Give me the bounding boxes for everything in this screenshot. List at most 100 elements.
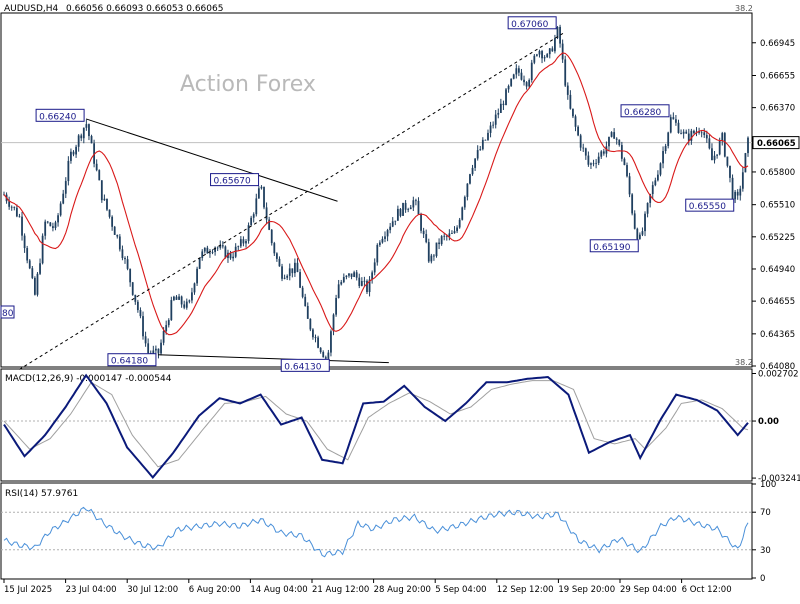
time-axis-label: 6 Aug 20:00 [189,585,241,595]
candle-body [203,247,206,252]
candle-body [185,301,188,308]
candle-body [561,43,564,60]
trendline-0 [85,118,338,202]
candle-body [88,124,90,137]
candle-body [744,153,747,173]
candle-body [72,151,75,155]
current-price-tag [752,136,800,150]
candle-body [608,136,610,147]
candle-body [108,209,111,217]
macd-axis-label: 0.00 [758,417,779,427]
candle-body [332,314,335,332]
candle-body [507,85,510,90]
candle-body [741,172,744,189]
candle-body [121,249,124,258]
candle-body [445,235,448,237]
price-annotation-text: 0.65550 [689,202,726,212]
candle-body [747,137,749,154]
candle-body [499,103,502,113]
candle-body [28,260,31,269]
candle-body [221,245,224,247]
candle-body [466,183,469,197]
candle-body [131,282,134,295]
candle-body [18,216,21,218]
candle-body [716,154,719,156]
left-edge-annotation: 80 [0,305,15,319]
candle-body [415,200,417,202]
macd-panel [0,368,753,482]
candle-body [322,352,325,358]
candle-body [283,277,286,279]
candle-body [675,119,677,123]
candle-body [206,247,209,254]
candle-body [399,208,402,216]
candle-body [682,131,685,134]
price-axis-label: 0.64080 [760,362,795,372]
price-axis-label: 0.65225 [760,233,795,243]
candle-body [312,329,314,338]
candle-body [729,165,731,178]
candle-body [301,287,304,297]
candle-body [505,89,507,106]
candle-body [592,163,595,165]
candle-body [453,231,456,234]
time-axis-label: 5 Sep 04:00 [435,585,486,595]
candle-body [275,253,278,259]
price-annotation-text: 0.65190 [593,243,630,253]
candle-body [739,188,742,196]
candle-body [211,251,214,253]
candle-body [703,132,706,136]
candle-body [700,132,703,134]
price-annotation: 0.66280 [620,104,670,118]
candle-body [342,276,345,283]
rsi-layer [1,506,752,558]
candle-body [247,225,250,242]
candle-body [237,246,240,248]
candle-body [708,138,711,149]
candle-body [597,156,600,163]
candle-body [90,136,93,144]
candle-body [160,342,162,354]
candle-body [100,180,103,201]
candle-body [628,176,631,195]
candle-body [67,160,70,182]
candle-body [633,213,636,229]
candle-body [435,242,438,257]
candle-body [260,186,263,189]
candle-body [420,214,422,231]
candle-body [263,186,265,208]
candle-body [535,54,538,56]
price-annotation: 0.65190 [589,239,639,253]
price-axis-label: 0.64655 [760,297,795,307]
candle-body [10,206,13,208]
candle-body [448,233,451,237]
candle-body [492,124,495,126]
price-annotation-text: 0.64130 [284,362,321,372]
candle-body [422,230,425,235]
candle-body [304,296,307,306]
candle-body [85,124,88,128]
candle-body [44,221,47,236]
candle-body [476,150,479,159]
candle-body [15,207,18,217]
candle-body [641,231,644,235]
time-axis-label: 6 Oct 12:00 [682,585,732,595]
candle-body [216,247,219,249]
price-annotation: 0.65550 [685,198,735,212]
candle-body [559,26,561,44]
price-axis-label: 0.65510 [760,201,795,211]
candle-body [75,146,77,155]
candle-body [659,163,662,175]
price-axis-label: 0.64940 [760,265,795,275]
candle-body [178,296,180,300]
trendline-1 [157,354,389,364]
candle-body [649,194,652,203]
price-annotation-box [685,198,735,212]
candle-body [162,331,165,343]
candle-body [615,138,618,140]
candle-body [469,174,471,184]
candle-body [175,296,178,300]
candle-body [458,219,461,228]
